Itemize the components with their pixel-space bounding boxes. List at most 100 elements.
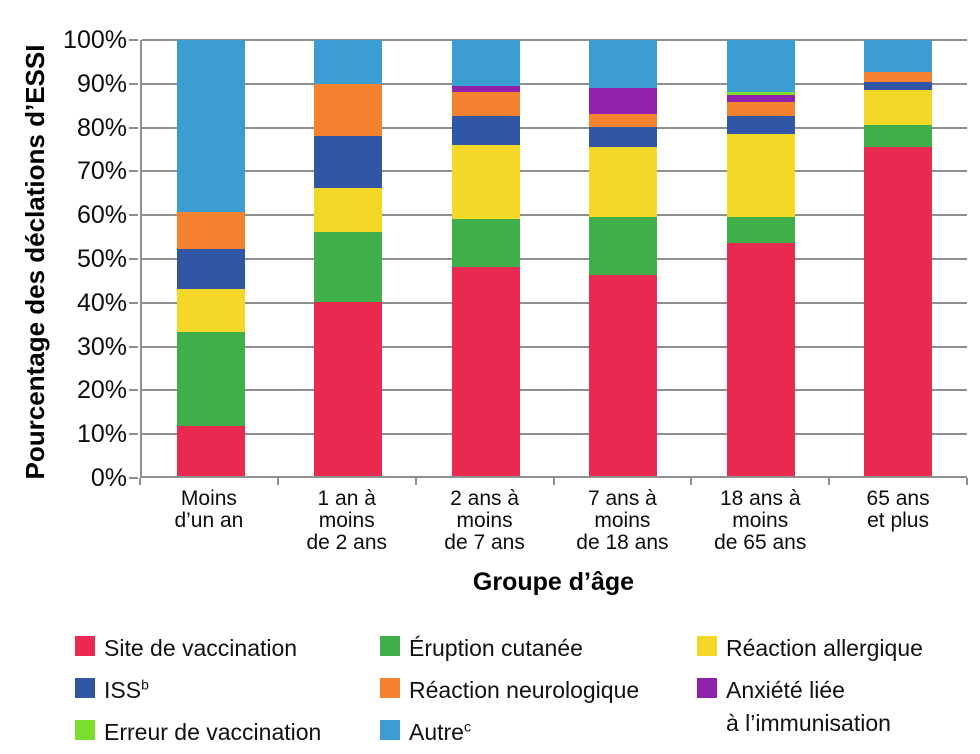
gridline [142,82,967,85]
legend-item: Erreur de vaccination [75,716,380,754]
x-category-label-line: d’un an [174,509,244,532]
x-category-label-line: Moins [180,487,237,510]
legend-item: ISSb [75,674,380,716]
bar-segment [726,101,795,117]
bar-segment [451,92,520,117]
bar-slot [555,40,693,476]
bar-slot [830,40,968,476]
bar-segment [589,146,658,217]
bar-segment [176,249,245,289]
legend-item: Autrec [380,716,697,754]
bar-segment [176,425,245,476]
legend-item: Anxiété liée à l’immunisation [697,674,960,736]
x-category-label-line: 7 ans à [587,487,657,510]
gridline [142,301,967,304]
stacked-bar [864,40,933,476]
gridline [142,345,967,348]
plot-area [140,39,967,478]
stacked-bar [726,40,795,476]
legend: Site de vaccination ISSb Erreur de vaccina… [75,632,960,754]
x-category-label-line: et plus [867,509,929,532]
legend-label: Autrec [409,718,471,745]
y-tick-label: 90% [76,69,127,98]
legend-label: Réaction neurologique [409,677,640,703]
y-tick-mark [129,126,138,129]
x-tick-mark [966,478,968,485]
bar-segment [864,90,933,126]
stacked-bar [314,40,383,476]
bar-slot [417,40,555,476]
x-tick-mark [690,478,693,485]
legend-label: Anxiété liée à l’immunisation [726,677,891,736]
bar-slot [280,40,418,476]
legend-label: Réaction allergique [726,635,923,661]
bar-segment [726,116,795,134]
bars-container [142,40,967,476]
bar-segment [864,40,933,73]
bar-segment [589,216,658,276]
bar-segment [864,125,933,147]
legend-item: Site de vaccination [75,632,380,674]
x-category-label-line: moins [318,509,375,532]
x-category-label-line: moins [594,509,651,532]
bar-segment [451,40,520,86]
x-category-label-line: de 18 ans [576,531,669,554]
bar-segment [314,301,383,476]
gridline [142,433,967,436]
bar-segment [589,114,658,128]
y-tick-label: 60% [76,201,127,230]
x-axis-title: Groupe d’âge [472,568,635,596]
bar-segment [726,242,795,476]
y-tick-label: 80% [76,113,127,142]
stacked-bar [451,40,520,476]
gridline [142,126,967,129]
bar-segment [589,275,658,476]
bar-segment [176,332,245,426]
bar-segment [451,85,520,93]
y-tick-label: 10% [76,420,127,449]
legend-label: ISSb [104,676,149,703]
x-category-label-line: moins [456,509,513,532]
bar-segment [589,88,658,115]
y-tick-mark [129,345,138,348]
x-category-label-line: moins [732,509,789,532]
y-tick-label: 50% [76,245,127,273]
bar-segment [314,83,383,136]
x-category-label-line: 65 ans [866,487,930,510]
gridline [142,258,967,260]
y-tick-mark [129,170,138,173]
bar-segment [314,40,383,84]
bar-segment [314,135,383,189]
y-tick-label: 70% [76,157,127,186]
bar-segment [451,144,520,219]
y-tick-mark [129,389,138,392]
legend-swatch-icon [380,720,400,740]
stacked-bar [176,40,245,476]
legend-item: Éruption cutanée [380,632,697,674]
x-category-label: 1 an à moins de 2 ans [278,488,416,554]
legend-swatch-icon [75,636,95,656]
legend-superscript: c [463,718,471,735]
x-tick-mark [276,478,279,485]
y-tick-label: 30% [76,332,127,361]
y-tick-mark [129,258,138,260]
x-category-label: 2 ans à moins de 7 ans [416,488,554,554]
y-tick-mark [129,433,138,436]
x-category-label: 7 ans à moins de 18 ans [553,488,691,554]
x-category-label-line: de 2 ans [306,531,388,554]
y-tick-mark [129,39,138,41]
y-tick-mark [129,214,138,217]
bar-segment [176,288,245,333]
bar-segment [176,40,245,213]
bar-slot [692,40,830,476]
bar-segment [314,231,383,302]
legend-item: Réaction neurologique [380,674,697,716]
gridline [142,170,967,173]
x-tick-mark [828,478,831,485]
bar-segment [726,133,795,217]
y-tick-label: 0% [90,464,127,492]
x-category-label-line: 1 an à [317,487,376,510]
legend-label: Site de vaccination [104,635,298,661]
x-category-label-line: 2 ans à [450,487,520,510]
bar-segment [864,82,933,91]
